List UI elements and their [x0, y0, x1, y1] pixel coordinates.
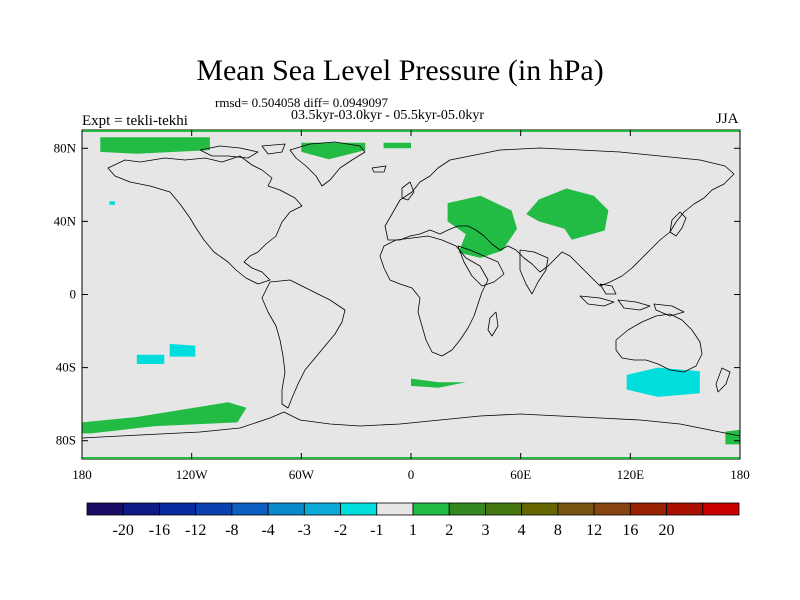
- anomaly-mediterranean-middle-east: [447, 195, 517, 258]
- colorbar-label: -20: [113, 522, 134, 539]
- colorbar-swatch: [340, 502, 378, 516]
- coastline-new-zealand: [715, 367, 731, 393]
- lon-tick-label: 120W: [176, 467, 209, 482]
- anomaly-south-pacific-green: [82, 402, 247, 434]
- colorbar-label: 1: [409, 522, 417, 539]
- season-label: JJA: [716, 111, 739, 127]
- lat-tick-label: 80S: [56, 433, 76, 448]
- coastline-africa: [379, 235, 489, 357]
- lon-tick-label: 120E: [617, 467, 645, 482]
- colorbar-swatch: [448, 502, 486, 516]
- lat-tick-label: 40N: [54, 213, 77, 228]
- coastline-antarctica: [82, 411, 740, 439]
- colorbar-swatch: [485, 502, 523, 516]
- coastline-layer: [82, 141, 740, 439]
- colorbar-label: 16: [622, 522, 638, 539]
- lon-tick-label: 0: [408, 467, 415, 482]
- plot-title: Mean Sea Level Pressure (in hPa): [196, 54, 604, 87]
- coastline-india: [519, 249, 549, 295]
- colorbar: -20 -16 -12 -8 -4 -3 -2 -1 1 2 3 4 8 12 16 20: [86, 502, 740, 539]
- experiment-label: Expt = tekli-tekhi: [82, 113, 188, 129]
- anomaly-south-pacific-cyan-east: [169, 343, 196, 357]
- colorbar-label: -16: [149, 522, 170, 539]
- period-label: 03.5kyr-03.0kyr - 05.5kyr-05.0kyr: [291, 108, 485, 123]
- colorbar-swatch: [557, 502, 595, 516]
- colorbar-swatch: [629, 502, 667, 516]
- colorbar-label: -8: [225, 522, 238, 539]
- coastline-indonesia: [579, 283, 685, 317]
- anomaly-central-asia: [526, 188, 609, 240]
- anomaly-australia-south-cyan: [626, 367, 700, 397]
- coastline-eurasia: [384, 147, 735, 287]
- axis-layer: 80N 40N 0 40S 80S 180 120W 60W 0 60E 120E 180: [54, 130, 750, 482]
- colorbar-swatch: [231, 502, 269, 516]
- colorbar-label: 4: [518, 522, 526, 539]
- colorbar-label: 20: [659, 522, 675, 539]
- coastline-madagascar: [487, 311, 499, 337]
- colorbar-label: -3: [298, 522, 311, 539]
- colorbar-label: 8: [554, 522, 562, 539]
- coastline-arctic-islands: [199, 143, 286, 159]
- anomaly-antarctic-east-patch: [725, 429, 740, 445]
- coastline-japan: [669, 211, 687, 237]
- lon-tick-label: 180: [72, 467, 92, 482]
- colorbar-swatch: [521, 502, 559, 516]
- colorbar-swatch: [303, 502, 341, 516]
- anomaly-arctic-north-america: [100, 137, 210, 154]
- coastline-north-america: [107, 155, 303, 285]
- colorbar-swatch: [86, 502, 124, 516]
- colorbar-label: 2: [445, 522, 453, 539]
- colorbar-swatch: [412, 502, 450, 516]
- coastline-arabia: [457, 245, 505, 287]
- lon-tick-label: 60E: [510, 467, 531, 482]
- anomaly-greenland-strip: [383, 142, 411, 149]
- anomaly-greenland-north: [301, 142, 366, 160]
- colorbar-label: -12: [185, 522, 206, 539]
- coastline-south-america: [261, 279, 346, 409]
- lon-tick-label: 180: [730, 467, 750, 482]
- coastline-british-isles: [371, 165, 415, 201]
- colorbar-label: -4: [261, 522, 274, 539]
- colorbar-swatch: [267, 502, 305, 516]
- anomaly-layer: [82, 137, 740, 445]
- anomaly-south-pacific-cyan-west: [136, 354, 165, 364]
- colorbar-swatch: [593, 502, 631, 516]
- colorbar-label: -1: [370, 522, 383, 539]
- map-background: [82, 130, 740, 459]
- colorbar-swatch: [122, 502, 160, 516]
- colorbar-swatch: [376, 502, 414, 516]
- lon-tick-label: 60W: [289, 467, 315, 482]
- lat-tick-label: 0: [70, 287, 77, 302]
- lat-tick-label: 80N: [54, 140, 77, 155]
- coastline-australia: [615, 313, 703, 373]
- colorbar-swatch: [666, 502, 704, 516]
- colorbar-label: -2: [334, 522, 347, 539]
- lat-tick-label: 40S: [56, 360, 76, 375]
- colorbar-swatch: [159, 502, 197, 516]
- colorbar-swatch: [702, 502, 740, 516]
- anomaly-south-atlantic-patch: [411, 378, 466, 388]
- colorbar-swatch: [195, 502, 233, 516]
- coastline-greenland: [289, 141, 366, 187]
- colorbar-label: 12: [586, 522, 602, 539]
- anomaly-north-pacific-cyan-dot: [109, 201, 115, 205]
- colorbar-label: 3: [481, 522, 489, 539]
- statistics-line: rmsd= 0.504058 diff= 0.0949097: [215, 95, 388, 110]
